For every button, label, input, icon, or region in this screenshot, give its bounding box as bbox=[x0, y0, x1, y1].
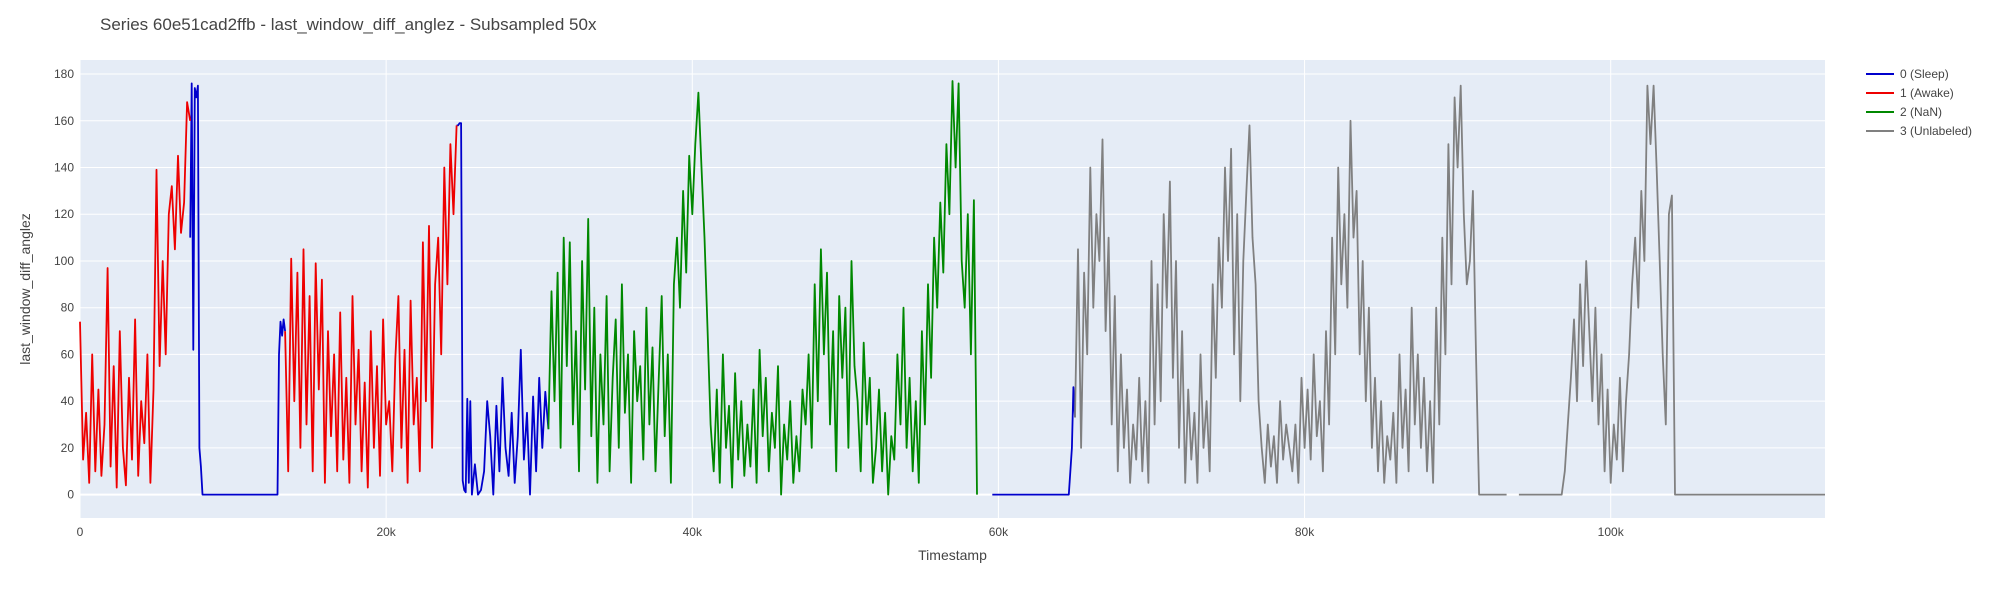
x-tick-label-0: 0 bbox=[77, 525, 84, 539]
legend-item-1[interactable]: 1 (Awake) bbox=[1866, 86, 1954, 100]
y-tick-label-3: 60 bbox=[61, 347, 75, 361]
legend-label-3: 3 (Unlabeled) bbox=[1900, 124, 1972, 138]
legend-item-0[interactable]: 0 (Sleep) bbox=[1866, 67, 1949, 81]
grid bbox=[79, 60, 1825, 518]
y-tick-label-0: 0 bbox=[67, 488, 74, 502]
x-tick-label-4: 80k bbox=[1295, 525, 1315, 539]
series-line-0-segment-1 bbox=[456, 122, 550, 496]
y-tick-label-7: 140 bbox=[54, 160, 74, 174]
x-axis-title: Timestamp bbox=[918, 547, 987, 563]
series-line-2-segment-0 bbox=[547, 80, 978, 496]
legend-label-1: 1 (Awake) bbox=[1900, 86, 1954, 100]
legend-label-0: 0 (Sleep) bbox=[1900, 67, 1949, 81]
plot-area bbox=[80, 60, 1825, 518]
y-tick-label-5: 100 bbox=[54, 254, 74, 268]
series-line-3-segment-1 bbox=[1518, 84, 1825, 496]
legend-item-2[interactable]: 2 (NaN) bbox=[1866, 105, 1942, 119]
legend-label-2: 2 (NaN) bbox=[1900, 105, 1942, 119]
legend-item-3[interactable]: 3 (Unlabeled) bbox=[1866, 124, 1972, 138]
series-lines bbox=[79, 80, 1825, 496]
series-line-0-segment-2 bbox=[992, 386, 1076, 496]
x-tick-label-5: 100k bbox=[1598, 525, 1625, 539]
x-tick-label-3: 60k bbox=[989, 525, 1009, 539]
x-tick-label-2: 40k bbox=[683, 525, 703, 539]
series-line-0-segment-0 bbox=[189, 82, 286, 496]
y-tick-label-8: 160 bbox=[54, 114, 74, 128]
tick-labels: 0 20k 40k 60k 80k 100k 0 20 40 60 80 100 120 140 160 18… bbox=[54, 67, 1625, 539]
series-line-1-segment-0 bbox=[79, 101, 192, 489]
y-tick-label-4: 80 bbox=[61, 301, 75, 315]
series-line-1-segment-1 bbox=[284, 125, 458, 489]
legend[interactable]: 0 (Sleep) 1 (Awake) 2 (NaN) 3 (Unlabeled) bbox=[1866, 67, 1972, 138]
chart-title: Series 60e51cad2ffb - last_window_diff_a… bbox=[100, 15, 597, 34]
y-axis-title: last_window_diff_anglez bbox=[17, 213, 33, 365]
y-tick-label-1: 20 bbox=[61, 441, 75, 455]
series-line-3-segment-0 bbox=[1074, 84, 1507, 496]
y-tick-label-6: 120 bbox=[54, 207, 74, 221]
x-tick-label-1: 20k bbox=[376, 525, 396, 539]
y-tick-label-9: 180 bbox=[54, 67, 74, 81]
y-tick-label-2: 40 bbox=[61, 394, 75, 408]
